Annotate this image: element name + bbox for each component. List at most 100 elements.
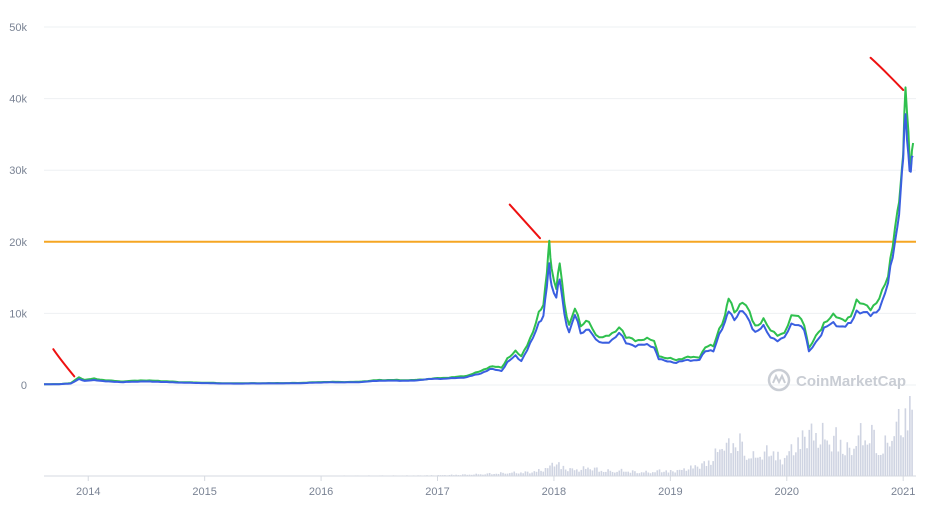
volume-bar — [618, 470, 621, 476]
volume-bar — [652, 472, 654, 476]
volume-bar — [799, 449, 802, 476]
volume-bar — [911, 409, 913, 476]
volume-bar — [714, 448, 717, 476]
volume-bar — [511, 472, 513, 476]
volume-bar — [517, 473, 520, 476]
volume-bar — [598, 471, 600, 476]
volume-bar — [607, 469, 609, 476]
volume-bar — [614, 472, 616, 476]
volume-bar — [683, 468, 685, 476]
volume-bar — [611, 471, 614, 476]
volume-bar — [669, 470, 672, 476]
volume-bar — [902, 437, 904, 476]
volume-bar — [725, 442, 728, 476]
volume-bar — [824, 439, 826, 476]
volume-bar — [884, 435, 887, 476]
volume-bar — [842, 453, 844, 476]
volume-bar — [739, 433, 741, 476]
volume-bar — [882, 453, 884, 476]
volume-bar — [533, 471, 536, 476]
volume-bar — [546, 468, 549, 476]
volume-bar — [555, 464, 558, 476]
volume-bar — [584, 468, 587, 476]
volume-bar — [678, 469, 681, 476]
volume-bar — [573, 470, 576, 476]
volume-bar — [750, 458, 752, 476]
volume-bar — [817, 447, 820, 476]
volume-bar — [763, 451, 766, 476]
volume-bar — [495, 473, 498, 476]
volume-bar — [473, 474, 475, 476]
volume-bar — [484, 474, 486, 476]
volume-bar — [719, 449, 721, 476]
volume-bar — [654, 472, 656, 476]
y-tick-label: 50k — [9, 22, 27, 34]
volume-bar — [497, 473, 500, 476]
volume-bar — [486, 473, 489, 476]
volume-bar — [897, 409, 900, 476]
volume-bar — [672, 471, 674, 476]
volume-bar — [602, 471, 605, 476]
volume-bar — [880, 454, 882, 476]
volume-bar — [859, 423, 862, 476]
volume-bar — [560, 469, 562, 476]
volume-bar — [850, 455, 853, 476]
volume-bar — [515, 473, 518, 476]
volume-bar — [830, 451, 833, 476]
volume-bar — [631, 470, 634, 476]
volume-bar — [868, 443, 871, 476]
volume-bar — [886, 442, 889, 476]
volume-bar — [795, 452, 797, 476]
volume-bar — [658, 469, 661, 476]
volume-bar — [819, 444, 822, 476]
volume-bar — [707, 460, 710, 476]
x-tick-label: 2014 — [76, 486, 100, 498]
volume-bar — [877, 455, 880, 476]
volume-bar — [752, 451, 755, 476]
volume-bar — [844, 455, 846, 476]
volume-bar — [649, 473, 652, 476]
volume-bar — [812, 440, 815, 476]
price-series — [43, 86, 915, 386]
volume-bar — [736, 451, 739, 476]
volume-bar — [571, 468, 574, 476]
y-tick-label: 20k — [9, 237, 27, 249]
volume-bar — [826, 440, 828, 476]
volume-bar — [580, 469, 583, 476]
volume-bar — [620, 468, 623, 476]
volume-bar — [790, 444, 793, 476]
volume-bar — [900, 435, 902, 476]
volume-bar — [475, 473, 478, 476]
volume-bar — [895, 421, 898, 476]
annotation-stroke — [52, 348, 76, 378]
volume-bar — [804, 436, 806, 476]
volume-bar — [629, 472, 632, 476]
volume-bar — [656, 470, 659, 476]
volume-bar — [564, 469, 567, 476]
volume-bar — [676, 470, 679, 476]
volume-bar — [562, 465, 565, 476]
volume-bar — [674, 472, 676, 476]
volume-bar — [772, 451, 775, 476]
series-line-green — [43, 86, 915, 386]
volume-bar — [687, 469, 690, 476]
volume-bar — [681, 469, 683, 476]
volume-bar — [728, 438, 730, 476]
volume-bar — [660, 472, 663, 476]
volume-bar — [759, 456, 761, 476]
volume-bar — [904, 408, 907, 476]
volume-bar — [797, 437, 799, 476]
volume-bar — [694, 465, 697, 476]
watermark-label: CoinMarketCap — [796, 373, 906, 390]
volume-bar — [701, 463, 703, 476]
volume-bar — [491, 474, 493, 476]
volume-bar — [893, 436, 896, 476]
volume-bar — [786, 455, 788, 476]
x-tick-label: 2015 — [192, 486, 216, 498]
volume-bar — [828, 444, 831, 476]
volume-bar — [596, 467, 598, 476]
volume-bar — [569, 468, 571, 476]
volume-bar — [848, 447, 851, 476]
volume-bar — [582, 466, 585, 476]
volume-bar — [479, 474, 482, 476]
